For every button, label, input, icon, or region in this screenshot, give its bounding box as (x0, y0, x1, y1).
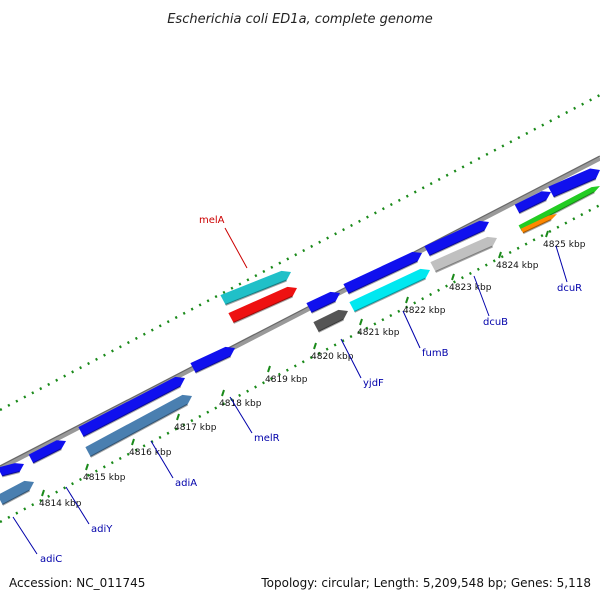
gene-arrow-dcuB[interactable] (430, 236, 497, 272)
gene-label-adiY[interactable]: adiY (91, 524, 113, 535)
scale-tick (359, 318, 363, 326)
gene-arrow-upper-6[interactable] (343, 251, 422, 294)
gene-arrow-dcuR-shadow (553, 178, 597, 199)
gene-arrow-upper-8-shadow (518, 199, 547, 215)
scale-tick (267, 365, 271, 373)
label-leader-adiY (65, 486, 90, 525)
gene-arrow-dcuB-shadow (435, 245, 493, 273)
gene-label-melA[interactable]: melA (199, 215, 225, 226)
gene-arrow-melR[interactable] (190, 346, 235, 373)
label-leader-yjdF (340, 338, 362, 379)
gene-arrow-adiA[interactable] (85, 394, 192, 457)
label-leader-melA (224, 227, 248, 269)
gene-arrow-upper-2-shadow (32, 448, 62, 465)
gene-arrow-yjdF[interactable] (313, 309, 348, 332)
scale-tick (313, 342, 317, 350)
scale-tick-label: 4819 kbp (265, 375, 308, 385)
label-leader-adiA (150, 440, 174, 479)
scale-tick-label: 4820 kbp (311, 352, 354, 362)
scale-tick (451, 273, 455, 281)
gene-arrow-upper-7[interactable] (424, 220, 489, 256)
gene-arrow-dcuR[interactable] (548, 168, 600, 198)
label-leader-adiC (12, 516, 38, 555)
scale-tick (545, 230, 549, 238)
gene-arrow-fumB[interactable] (349, 268, 430, 312)
accession-text: Accession: NC_011745 (9, 576, 145, 590)
gene-arrow-adiC[interactable] (0, 480, 34, 505)
gene-label-yjdF[interactable]: yjdF (363, 378, 384, 389)
gene-label-adiC[interactable]: adiC (40, 554, 62, 565)
gene-arrow-upper-1[interactable] (0, 463, 24, 477)
gene-arrow-fumB-shadow (354, 277, 426, 313)
scale-tick-label: 4816 kbp (129, 448, 172, 458)
scale-tick (85, 463, 89, 471)
gene-arrow-melA[interactable] (220, 270, 291, 305)
genome-summary-text: Topology: circular; Length: 5,209,548 bp… (260, 576, 591, 590)
gene-label-melR[interactable]: melR (254, 433, 280, 444)
scale-tick-label: 4814 kbp (39, 499, 82, 509)
scale-ticks: 4814 kbp 4815 kbp 4816 kbp 4817 kbp 4818 kbp… (39, 230, 586, 509)
map-title: Escherichia coli ED1a, complete genome (167, 12, 433, 27)
gene-arrow-upper-7-shadow (429, 229, 485, 257)
scale-tick (405, 296, 409, 304)
gene-arrow-upper-1-shadow (2, 471, 20, 478)
gene-arrow-upper-2[interactable] (28, 440, 66, 464)
gene-label-adiA[interactable]: adiA (175, 478, 197, 489)
gene-arrow-upper-6-shadow (348, 260, 418, 295)
label-leader-dcuR (555, 245, 568, 283)
scale-tick-label: 4824 kbp (496, 261, 539, 271)
gene-label-dcuR[interactable]: dcuR (557, 283, 582, 294)
scale-tick-label: 4817 kbp (174, 423, 217, 433)
gene-label-fumB[interactable]: fumB (422, 348, 449, 359)
scale-tick-label: 4822 kbp (403, 306, 446, 316)
gene-arrow-upper-3-shadow (83, 385, 181, 438)
genome-backbone-edge (0, 155, 600, 467)
gene-arrow-upper-8[interactable] (514, 191, 551, 214)
gene-arrow-orange[interactable] (520, 214, 557, 234)
gene-label-dcuB[interactable]: dcuB (483, 317, 508, 328)
labels-layer: adiC adiY adiA melR melA yjdF fumB dcuB dcuR (12, 215, 582, 565)
gene-arrow-melR-shadow (195, 355, 231, 374)
scale-tick (498, 251, 502, 259)
scale-tick (221, 389, 225, 397)
scale-tick-label: 4818 kbp (219, 399, 262, 409)
scale-tick (131, 438, 135, 446)
gene-arrow-upper-5[interactable] (306, 291, 340, 313)
gene-arrow-yjdF-shadow (318, 318, 344, 333)
label-leader-melR (229, 396, 253, 434)
gene-arrow-red-shadow (233, 295, 293, 324)
scale-tick-label: 4821 kbp (357, 328, 400, 338)
label-leader-dcuB (473, 275, 490, 317)
scale-tick (41, 489, 45, 497)
gene-arrow-red[interactable] (228, 286, 297, 323)
scale-tick (176, 413, 180, 421)
scale-tick-label: 4825 kbp (543, 240, 586, 250)
gene-arrow-melA-shadow (225, 279, 287, 306)
gene-arrow-green[interactable] (518, 186, 600, 231)
scale-tick-label: 4823 kbp (449, 283, 492, 293)
gene-arrow-orange-shadow (522, 219, 552, 235)
gene-arrow-upper-5-shadow (311, 300, 336, 314)
gene-arrow-upper-3[interactable] (78, 376, 185, 437)
label-leader-fumB (402, 310, 421, 349)
gene-arrow-adiC-shadow (2, 489, 30, 506)
gene-arrow-adiA-shadow (90, 403, 188, 458)
gene-features (0, 168, 600, 506)
scale-tick-label: 4815 kbp (83, 473, 126, 483)
